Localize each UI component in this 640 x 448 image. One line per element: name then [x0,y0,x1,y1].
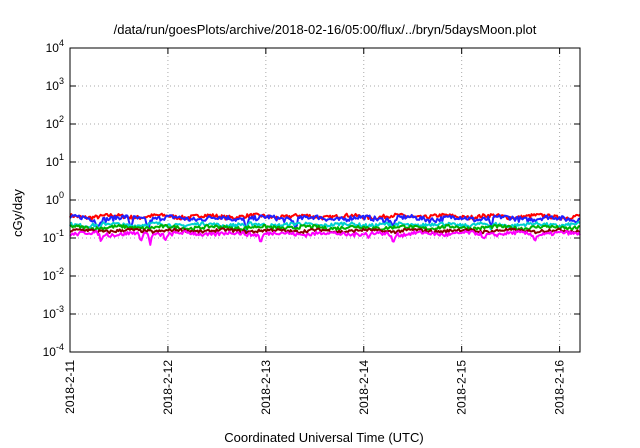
y-tick-label: 10-3 [43,304,64,321]
x-axis-label: Coordinated Universal Time (UTC) [224,430,423,445]
series-line [69,221,581,231]
y-tick-label: 10-4 [43,342,64,359]
y-tick-label: 103 [46,76,64,93]
y-axis-label: cGy/day [10,189,25,237]
grid [70,48,580,352]
series-line [69,230,581,246]
y-tick-label: 102 [46,114,64,131]
y-axis: 10-4 10-3 10-2 10-1 100 101 102 103 104 [43,38,580,359]
x-tick-label: 2018-2-15 [455,360,469,415]
series-group [69,212,581,246]
series-line [69,213,581,233]
x-tick-label: 2018-2-13 [259,360,273,415]
y-tick-label: 100 [46,190,64,207]
x-tick-label: 2018-2-11 [63,360,77,414]
series-line [69,223,581,232]
x-tick-label: 2018-2-14 [357,360,371,415]
y-tick-label: 101 [46,152,64,169]
y-tick-label: 10-2 [43,266,64,283]
x-tick-label: 2018-2-12 [161,360,175,415]
chart-title: /data/run/goesPlots/archive/2018-02-16/0… [114,22,537,37]
y-tick-label: 104 [46,38,64,55]
x-axis: 2018-2-11 2018-2-12 2018-2-13 2018-2-14 2018… [63,48,567,415]
y-tick-label: 10-1 [43,228,64,245]
series-line [69,227,581,235]
x-tick-label: 2018-2-16 [553,360,567,415]
